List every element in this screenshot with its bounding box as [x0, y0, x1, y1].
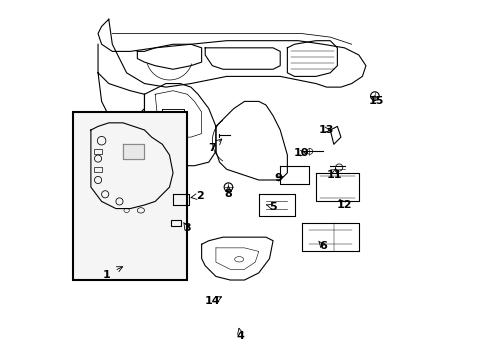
- Text: 6: 6: [319, 241, 326, 251]
- Text: 9: 9: [274, 173, 282, 183]
- Text: 8: 8: [224, 189, 232, 199]
- Text: 1: 1: [103, 270, 111, 280]
- Text: 4: 4: [237, 331, 244, 341]
- Polygon shape: [123, 144, 144, 158]
- Text: 15: 15: [368, 96, 384, 107]
- Text: 3: 3: [183, 223, 191, 233]
- Bar: [171, 220, 181, 226]
- Text: 14: 14: [204, 296, 220, 306]
- Text: 11: 11: [326, 170, 342, 180]
- Text: 12: 12: [336, 200, 351, 210]
- Bar: [73, 112, 187, 280]
- Text: 7: 7: [208, 143, 216, 153]
- Text: 2: 2: [196, 191, 203, 201]
- Text: 10: 10: [293, 148, 309, 158]
- Bar: [94, 149, 102, 154]
- Bar: [94, 167, 102, 172]
- Text: 13: 13: [318, 125, 334, 135]
- Text: 5: 5: [269, 202, 276, 212]
